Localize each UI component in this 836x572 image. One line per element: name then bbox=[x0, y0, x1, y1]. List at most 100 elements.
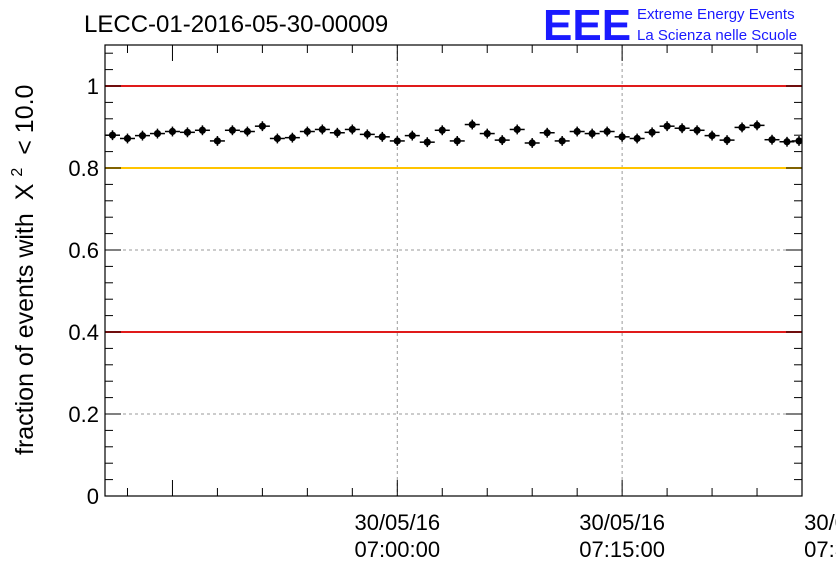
x-tick-label-date: 30/05/16 bbox=[804, 510, 836, 535]
data-point bbox=[179, 127, 195, 138]
point-marker bbox=[498, 136, 506, 144]
point-marker bbox=[528, 139, 536, 147]
x-tick-label-date: 30/05/16 bbox=[354, 510, 440, 535]
point-marker bbox=[768, 136, 776, 144]
data-point bbox=[569, 126, 585, 137]
point-marker bbox=[108, 131, 117, 139]
x-tick-label-time: 07:30:00 bbox=[804, 537, 836, 562]
point-marker bbox=[123, 134, 132, 143]
point-marker bbox=[795, 137, 803, 145]
data-point bbox=[554, 136, 570, 146]
point-marker bbox=[243, 127, 251, 136]
data-point bbox=[689, 125, 705, 136]
point-marker bbox=[423, 138, 431, 146]
data-point bbox=[134, 130, 150, 141]
point-marker bbox=[723, 136, 731, 144]
data-points bbox=[105, 119, 803, 148]
data-point bbox=[584, 128, 600, 139]
point-marker bbox=[483, 129, 491, 138]
plot-frame bbox=[104, 44, 803, 497]
data-point bbox=[105, 130, 120, 141]
data-point bbox=[539, 127, 555, 138]
point-marker bbox=[513, 125, 521, 134]
y-axis-title-main: fraction of events with bbox=[11, 213, 39, 455]
point-marker bbox=[663, 122, 671, 130]
point-marker bbox=[678, 124, 686, 132]
data-point bbox=[779, 136, 795, 147]
data-point bbox=[389, 136, 405, 146]
data-point bbox=[329, 127, 345, 138]
eee-logo: EEE Extreme Energy Events La Scienza nel… bbox=[543, 1, 797, 50]
reference-lines bbox=[105, 85, 802, 333]
data-point bbox=[449, 136, 465, 146]
data-point bbox=[719, 135, 735, 146]
data-point bbox=[164, 126, 180, 137]
logo-line-2: La Scienza nelle Scuole bbox=[637, 27, 797, 44]
point-marker bbox=[333, 129, 341, 137]
data-point bbox=[149, 128, 165, 139]
data-point bbox=[674, 123, 690, 134]
point-marker bbox=[708, 132, 716, 140]
point-marker bbox=[348, 125, 356, 134]
data-point bbox=[791, 136, 803, 146]
point-marker bbox=[258, 122, 266, 130]
data-point bbox=[734, 122, 750, 133]
tick-labels: 00.20.40.60.8130/05/1607:00:0030/05/1607… bbox=[68, 74, 836, 562]
y-tick-label: 1 bbox=[87, 74, 99, 99]
data-point bbox=[524, 138, 540, 148]
data-point bbox=[314, 124, 330, 135]
data-point bbox=[434, 125, 450, 136]
data-point bbox=[254, 121, 270, 132]
x-tick-label-time: 07:15:00 bbox=[579, 537, 665, 562]
data-point bbox=[224, 125, 240, 136]
data-point bbox=[644, 127, 660, 138]
logo-eee-text: EEE bbox=[543, 1, 631, 50]
y-tick-label: 0.8 bbox=[68, 156, 99, 181]
point-marker bbox=[318, 125, 326, 134]
point-marker bbox=[753, 121, 761, 129]
data-point bbox=[509, 124, 525, 135]
data-point bbox=[194, 125, 210, 136]
y-tick-label: 0.6 bbox=[68, 238, 99, 263]
point-marker bbox=[198, 126, 207, 134]
y-axis-title-symbol: X bbox=[11, 183, 39, 200]
data-point bbox=[419, 137, 435, 148]
data-point bbox=[209, 136, 225, 146]
y-axis-title-tail: < 10.0 bbox=[11, 85, 39, 155]
point-marker bbox=[273, 134, 281, 143]
point-marker bbox=[138, 132, 147, 140]
data-point bbox=[479, 128, 495, 139]
y-axis-title-group: fraction of events with X 2 < 10.0 bbox=[9, 85, 39, 455]
point-marker bbox=[648, 128, 656, 136]
point-marker bbox=[558, 137, 566, 145]
point-marker bbox=[153, 129, 162, 138]
point-marker bbox=[783, 138, 791, 146]
point-marker bbox=[633, 134, 641, 143]
data-point bbox=[359, 129, 375, 140]
data-point bbox=[284, 132, 300, 143]
data-point bbox=[239, 126, 255, 137]
data-point bbox=[629, 133, 645, 144]
data-point bbox=[374, 131, 390, 142]
point-marker bbox=[573, 127, 581, 136]
data-point bbox=[749, 120, 765, 131]
point-marker bbox=[738, 123, 746, 132]
point-marker bbox=[468, 120, 476, 129]
point-marker bbox=[438, 126, 446, 134]
point-marker bbox=[303, 127, 311, 136]
data-point bbox=[704, 130, 720, 141]
y-axis-title-sup: 2 bbox=[9, 168, 26, 177]
point-marker bbox=[693, 126, 701, 134]
x-tick-label-date: 30/05/16 bbox=[579, 510, 665, 535]
point-marker bbox=[408, 132, 416, 140]
point-marker bbox=[618, 133, 626, 141]
point-marker bbox=[603, 127, 611, 136]
data-point bbox=[404, 130, 420, 141]
point-marker bbox=[363, 130, 371, 138]
point-marker bbox=[393, 137, 401, 145]
point-marker bbox=[453, 137, 461, 145]
data-point bbox=[299, 126, 315, 137]
data-point bbox=[269, 133, 285, 144]
